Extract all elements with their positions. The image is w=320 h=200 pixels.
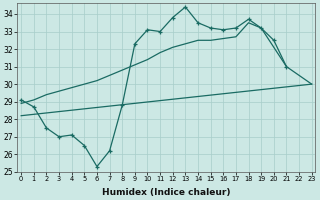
X-axis label: Humidex (Indice chaleur): Humidex (Indice chaleur): [102, 188, 231, 197]
